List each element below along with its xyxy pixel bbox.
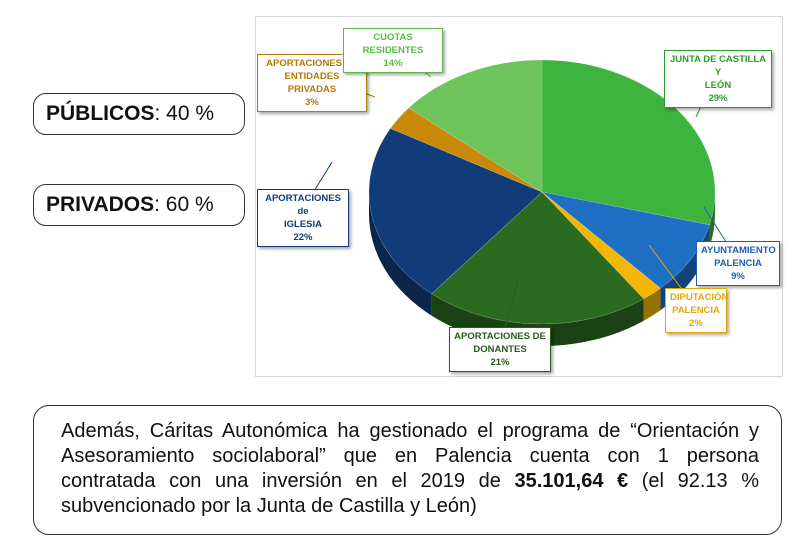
slice-label-4-line-1: IGLESIA xyxy=(283,219,322,230)
slice-label-1-line-0: AYUNTAMIENTO xyxy=(701,245,776,256)
pie-slice-2 xyxy=(541,191,661,300)
slice-label-1: AYUNTAMIENTO PALENCIA 9% xyxy=(696,241,780,286)
slice-label-5-line-1: ENTIDADES PRIVADAS xyxy=(284,71,340,95)
pie-chart xyxy=(302,47,739,348)
slice-label-3-line-0: APORTACIONES DE xyxy=(454,331,546,342)
note-text-start: Además, Cáritas Autonómica ha gestionado… xyxy=(61,420,759,492)
pie-slice-1 xyxy=(541,191,710,289)
pie-slice-4 xyxy=(368,128,543,295)
slice-label-4: APORTACIONES de IGLESIA 22% xyxy=(257,189,349,247)
pie-side-4 xyxy=(369,192,432,316)
slice-label-5-line-0: APORTACIONES DE xyxy=(266,58,358,69)
pie-slice-0 xyxy=(541,59,716,226)
privados-summary-box: PRIVADOS: 60 % xyxy=(33,184,245,226)
slice-label-3-line-1: DONANTES xyxy=(473,344,527,355)
slice-value-5: 3% xyxy=(305,97,319,108)
note-text-end: (el 92.13 % subvencionado por la Junta d… xyxy=(61,470,760,517)
pie-chart-panel: JUNTA DE CASTILLA Y LEÓN 29% AYUNTAMIENTO PA… xyxy=(255,16,783,377)
slice-label-0-line-1: LEÓN xyxy=(704,80,732,91)
slice-label-4-line-0: APORTACIONES de xyxy=(265,193,341,217)
slice-label-1-line-1: PALENCIA xyxy=(714,258,762,269)
pie-slice-5 xyxy=(389,107,543,193)
slice-label-6: CUOTAS RESIDENTES 14% xyxy=(343,28,443,73)
pie-slices xyxy=(368,59,716,325)
slice-value-6: 14% xyxy=(383,58,403,69)
slice-value-4: 22% xyxy=(293,232,313,243)
slice-value-2: 2% xyxy=(689,318,703,329)
pie-slice-3 xyxy=(431,191,645,325)
slice-label-3: APORTACIONES DE DONANTES 21% xyxy=(449,327,551,372)
pie-side-2 xyxy=(643,288,661,321)
slice-label-0-line-0: JUNTA DE CASTILLA Y xyxy=(669,54,767,78)
slice-label-0: JUNTA DE CASTILLA Y LEÓN 29% xyxy=(664,50,772,108)
slice-value-1: 9% xyxy=(731,271,745,282)
note-box: Además, Cáritas Autonómica ha gestionado… xyxy=(33,405,782,535)
publicos-label: PÚBLICOS xyxy=(46,102,155,125)
slice-label-2-line-0: DIPUTACIÓN xyxy=(670,292,729,303)
pie-slice-6 xyxy=(408,59,543,193)
publicos-summary-box: PÚBLICOS: 40 % xyxy=(33,93,245,135)
slice-label-2: DIPUTACIÓN PALENCIA 2% xyxy=(665,288,729,333)
slice-value-0: 29% xyxy=(708,93,728,104)
publicos-value: : 40 % xyxy=(154,102,215,125)
slice-label-6-line-0: CUOTAS RESIDENTES xyxy=(362,32,424,56)
privados-label: PRIVADOS xyxy=(46,193,155,216)
privados-value: : 60 % xyxy=(154,193,214,216)
slice-label-2-line-1: PALENCIA xyxy=(672,305,720,316)
slice-value-3: 21% xyxy=(490,357,510,368)
note-amount: 35.101,64 € xyxy=(514,470,629,492)
